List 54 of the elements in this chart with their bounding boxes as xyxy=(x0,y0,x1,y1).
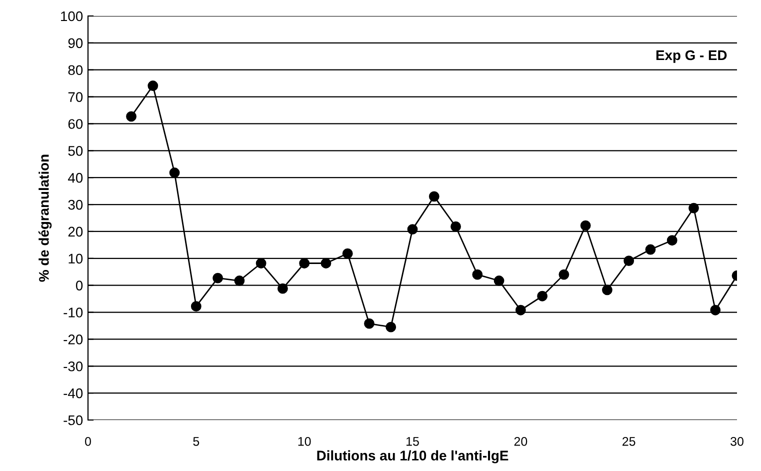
point xyxy=(688,202,699,214)
y-tick-label: 90 xyxy=(68,38,83,48)
x-tick-label: 15 xyxy=(406,437,419,446)
point xyxy=(407,224,418,235)
point xyxy=(666,235,678,246)
y-tick-label: 10 xyxy=(68,254,83,264)
point xyxy=(710,304,721,316)
y-tick-label: 30 xyxy=(68,200,83,210)
x-tick-label: 20 xyxy=(514,436,528,446)
y-tick-label: -50 xyxy=(64,415,83,426)
y-tick-label: -20 xyxy=(64,334,83,344)
point xyxy=(558,269,570,280)
point xyxy=(190,301,202,312)
point xyxy=(169,168,180,178)
y-tick-label: 70 xyxy=(68,92,83,102)
point xyxy=(212,272,224,284)
point xyxy=(342,248,353,259)
y-tick-label: -30 xyxy=(64,361,83,372)
y-tick-label: -10 xyxy=(64,308,83,318)
y-tick-label: 80 xyxy=(68,65,83,76)
y-tick-label: -40 xyxy=(64,388,83,398)
point xyxy=(320,258,332,268)
point xyxy=(386,322,396,332)
point xyxy=(645,244,656,255)
point xyxy=(580,220,591,231)
x-tick-label: 5 xyxy=(193,437,200,446)
x-tick-label: 30 xyxy=(730,436,744,446)
x-tick-label: 0 xyxy=(85,436,91,446)
point xyxy=(364,318,374,329)
point xyxy=(515,304,526,316)
y-tick-label: 40 xyxy=(68,172,83,183)
y-tick-label: 20 xyxy=(68,226,83,237)
annotation: Exp G - ED xyxy=(656,50,727,63)
x-tick-label: 25 xyxy=(622,436,636,446)
x-tick-label: 10 xyxy=(298,436,311,446)
y-tick-label: 60 xyxy=(68,119,83,129)
y-tick-label: 100 xyxy=(61,11,83,22)
point xyxy=(148,80,158,91)
point xyxy=(277,283,288,294)
point xyxy=(234,276,245,286)
x-axis-title: Dilutions au 1/10 de l'anti-IgE xyxy=(317,450,508,464)
point xyxy=(624,256,634,266)
point xyxy=(126,111,136,122)
y-tick-label: 50 xyxy=(68,146,83,156)
point xyxy=(537,290,548,302)
y-axis-title: % de dégranulation xyxy=(38,154,52,282)
point xyxy=(450,221,461,232)
point xyxy=(472,269,483,280)
y-tick-label: 0 xyxy=(76,280,83,291)
point xyxy=(299,258,310,268)
point xyxy=(602,284,612,296)
point xyxy=(494,276,504,286)
point xyxy=(428,191,440,202)
point xyxy=(256,258,266,268)
